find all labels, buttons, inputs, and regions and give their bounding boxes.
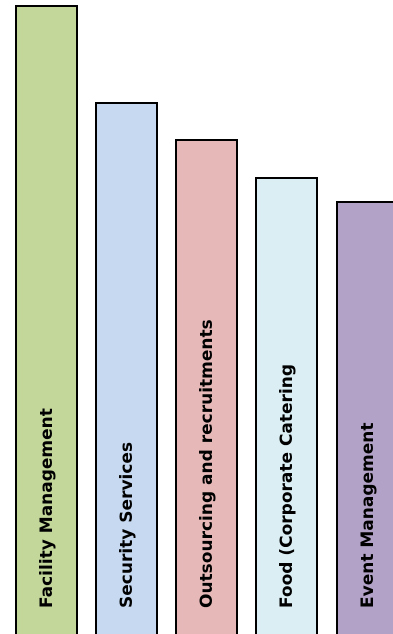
bar-outsourcing-recruitments: Outsourcing and recruitments [175, 139, 238, 634]
bar-facility-management: Facility Management [15, 5, 78, 634]
bar-label-event-management: Event Management [357, 422, 378, 608]
bar-security-services: Security Services [95, 102, 158, 634]
bar-label-facility-management: Facility Management [36, 408, 57, 608]
bar-label-outsourcing-recruitments: Outsourcing and recruitments [196, 319, 217, 608]
bar-label-food-corporate-catering: Food (Corporate Catering [276, 363, 297, 608]
bar-food-corporate-catering: Food (Corporate Catering [255, 177, 318, 634]
bar-event-management: Event Management [336, 201, 393, 634]
bar-label-security-services: Security Services [116, 441, 137, 608]
